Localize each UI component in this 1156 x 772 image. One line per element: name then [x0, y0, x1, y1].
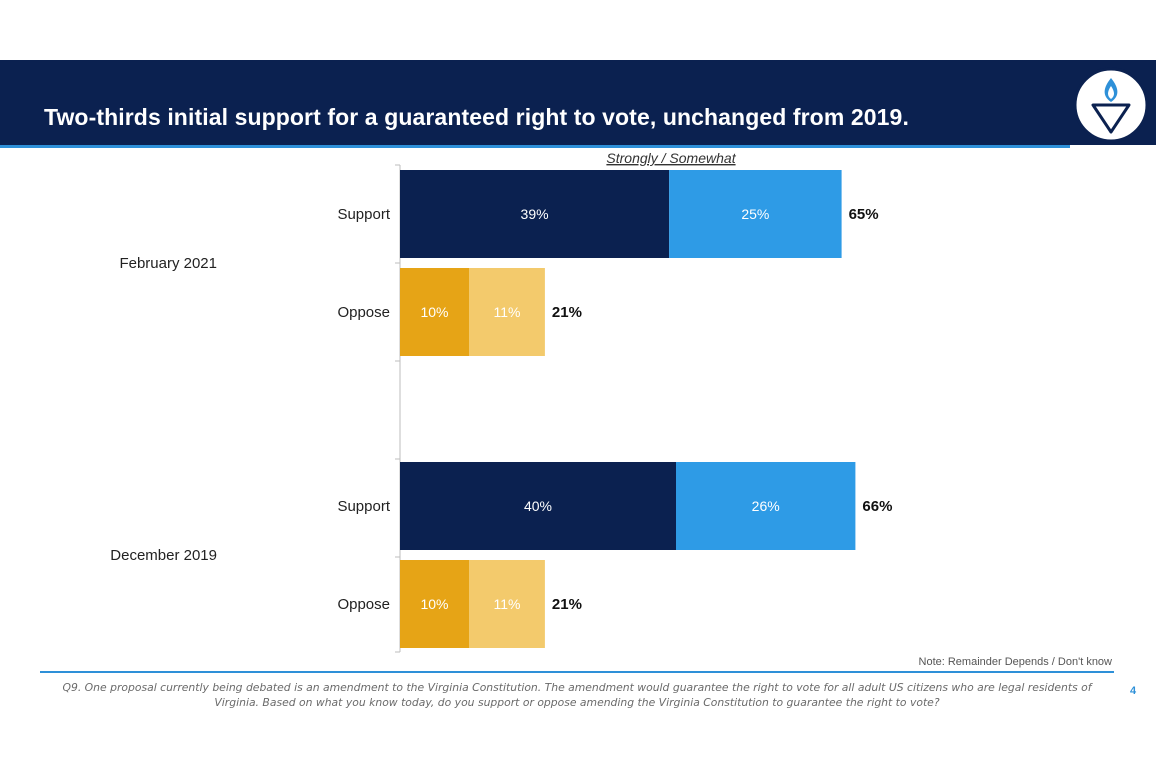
bar-strongly-oppose: [400, 268, 469, 356]
data-label-total: 21%: [552, 596, 582, 613]
data-label-total: 66%: [862, 498, 892, 515]
data-label-somewhat: 11%: [493, 304, 520, 320]
bar-somewhat-support: [669, 170, 842, 258]
chart-note: Note: Remainder Depends / Don't know: [918, 656, 1112, 668]
slide-title: Two-thirds initial support for a guarant…: [44, 104, 909, 130]
bar-strongly-oppose: [400, 560, 469, 648]
data-label-somewhat: 11%: [493, 596, 520, 612]
bar-strongly-support: [400, 462, 676, 550]
footer-divider: [40, 671, 1114, 673]
data-label-strongly: 39%: [521, 206, 549, 222]
chart-header: Strongly / Somewhat: [606, 150, 736, 166]
bar-somewhat-oppose: [469, 268, 545, 356]
row-label: Oppose: [337, 596, 390, 613]
bar-somewhat-support: [676, 462, 856, 550]
bar-somewhat-oppose: [469, 560, 545, 648]
row-label: Support: [337, 206, 390, 223]
data-label-total: 65%: [849, 206, 879, 223]
data-label-somewhat: 25%: [741, 206, 769, 222]
data-label-total: 21%: [552, 304, 582, 321]
group-label: February 2021: [119, 255, 217, 272]
support-oppose-chart: Strongly / Somewhat February 2021 Support 3…: [110, 150, 892, 653]
torch-shield-logo: [1073, 67, 1149, 143]
data-label-somewhat: 26%: [752, 498, 780, 514]
title-divider: [0, 145, 1070, 148]
data-label-strongly: 40%: [524, 498, 552, 514]
group-label: December 2019: [110, 547, 217, 564]
question-footnote: Q9. One proposal currently being debated…: [62, 681, 1092, 709]
title-banner: [0, 60, 1156, 145]
row-label: Oppose: [337, 304, 390, 321]
page-number: 4: [1130, 685, 1137, 697]
data-label-strongly: 10%: [420, 596, 448, 612]
data-label-strongly: 10%: [420, 304, 448, 320]
bar-strongly-support: [400, 170, 670, 258]
row-label: Support: [337, 498, 390, 515]
